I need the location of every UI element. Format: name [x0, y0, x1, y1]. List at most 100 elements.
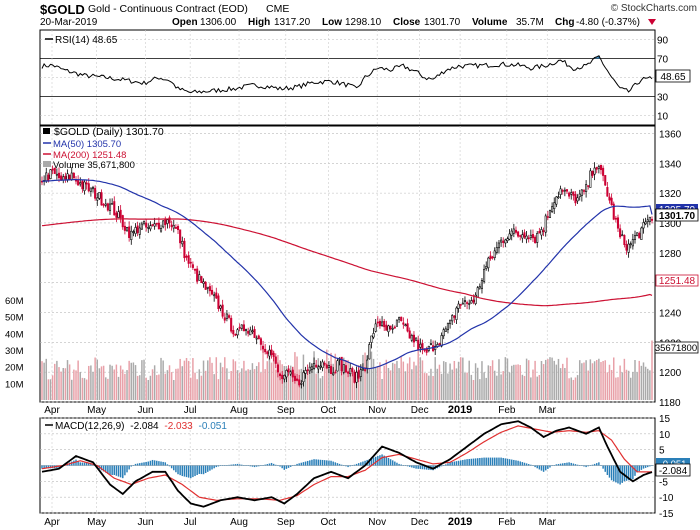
volume-bar — [119, 365, 122, 400]
price-bar — [289, 371, 292, 375]
macd-histogram-bar — [190, 465, 192, 479]
volume-bar — [389, 370, 392, 400]
low-label: Low — [322, 17, 342, 28]
volume-bar — [513, 364, 515, 400]
macd-histogram-bar — [141, 462, 143, 466]
volume-bar — [58, 367, 60, 400]
macd-histogram-bar — [362, 461, 364, 466]
macd-histogram-bar — [289, 465, 292, 467]
volume-bar — [559, 368, 562, 400]
macd-histogram-bar — [538, 465, 541, 470]
price-bar — [512, 228, 515, 234]
macd-histogram-bar — [243, 465, 245, 466]
macd-histogram-bar — [100, 465, 103, 471]
price-bar — [321, 361, 324, 368]
volume-bar — [428, 375, 430, 400]
macd-histogram-bar — [481, 457, 483, 466]
volume-bar — [555, 364, 558, 400]
volume-bar — [500, 374, 502, 400]
price-bar — [391, 327, 394, 330]
price-bar — [276, 364, 279, 373]
volume-bar — [219, 362, 222, 400]
volume-bar — [168, 365, 171, 400]
price-bar — [136, 225, 139, 233]
macd-histogram-bar — [510, 459, 513, 466]
price-bar — [438, 343, 441, 345]
ma50-line — [42, 179, 653, 370]
month-label: Aug — [230, 405, 248, 416]
price-bar — [361, 368, 364, 371]
macd-histogram-bar — [396, 462, 398, 466]
macd-tick-label: -5 — [659, 477, 668, 488]
price-bar — [595, 167, 598, 170]
macd-histogram-bar — [166, 464, 169, 466]
macd-histogram-bar — [317, 459, 320, 466]
price-bar — [608, 196, 611, 201]
price-bar — [417, 339, 420, 350]
volume-bar — [517, 364, 519, 400]
price-tick-label: 1300 — [659, 219, 682, 230]
macd-histogram-bar — [311, 459, 313, 466]
volume-bar — [124, 373, 126, 400]
volume-bar — [372, 358, 375, 400]
bars-legend-swatch — [43, 128, 50, 134]
macd-histogram-bar — [136, 463, 139, 466]
volume-bar — [357, 365, 360, 400]
volume-bar — [92, 371, 94, 400]
volume-tick-label: 40M — [5, 329, 24, 340]
macd-histogram-bar — [553, 465, 555, 466]
price-bar — [542, 230, 545, 232]
price-bar — [410, 335, 413, 341]
price-bar — [325, 364, 328, 369]
volume-bar — [406, 363, 409, 400]
macd-histogram-bar — [506, 458, 509, 466]
price-bar — [102, 204, 105, 206]
price-bar — [559, 188, 562, 195]
macd-legend-hist: -0.051 — [199, 421, 228, 432]
price-bar — [130, 230, 133, 241]
price-bar — [89, 187, 92, 192]
macd-histogram-bar — [547, 465, 549, 469]
price-bar — [568, 192, 571, 197]
macd-histogram-bar — [132, 465, 135, 466]
volume-bar — [640, 365, 643, 400]
price-bar — [332, 372, 335, 376]
macd-histogram-bar — [536, 465, 538, 469]
price-bar — [538, 231, 541, 234]
price-bar — [176, 226, 180, 230]
macd-histogram-bar — [134, 463, 137, 466]
macd-histogram-bar — [549, 465, 551, 468]
volume-bar — [255, 366, 258, 400]
price-bar — [223, 317, 226, 321]
macd-histogram-bar — [158, 461, 160, 466]
macd-histogram-bar — [489, 457, 492, 466]
price-bar — [81, 180, 84, 190]
price-bar — [272, 352, 275, 357]
volume-bar — [319, 378, 322, 400]
price-bar — [572, 191, 575, 196]
macd-histogram-bar — [319, 459, 322, 466]
macd-histogram-bar — [253, 465, 256, 468]
price-tick-label: 1360 — [659, 129, 682, 140]
macd-histogram-bar — [544, 465, 547, 471]
price-bar — [77, 180, 80, 186]
volume-bar — [160, 357, 162, 400]
volume-bar — [149, 375, 152, 400]
volume-axis: 60M 50M 40M 30M 20M 10M — [5, 296, 24, 390]
volume-bar — [224, 357, 226, 400]
volume-bar — [304, 371, 307, 400]
macd-histogram-bar — [85, 462, 88, 466]
low-value: 1298.10 — [345, 17, 382, 28]
price-bar — [614, 217, 617, 220]
volume-bar — [549, 357, 551, 400]
macd-histogram-bar — [406, 465, 409, 467]
price-bar — [342, 364, 345, 373]
volume-bar — [425, 373, 428, 400]
price-bar — [570, 192, 573, 195]
macd-histogram-bar — [438, 465, 441, 468]
volume-bar — [402, 361, 405, 400]
volume-bar — [583, 362, 585, 400]
volume-bar — [411, 369, 413, 400]
volume-bar — [111, 365, 113, 400]
